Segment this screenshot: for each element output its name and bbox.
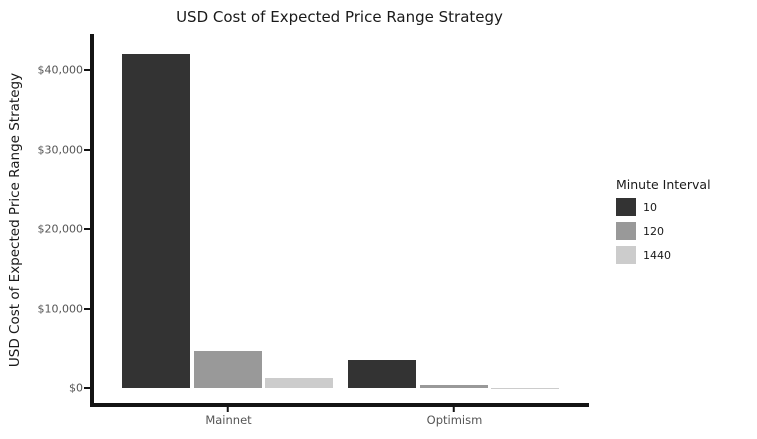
legend-swatch-icon (616, 246, 636, 264)
bar-mainnet-120 (193, 350, 262, 388)
legend-title: Minute Interval (616, 177, 711, 192)
y-tick-label: $30,000 (37, 143, 84, 156)
legend-item-1440: 1440 (616, 246, 711, 264)
bar-mainnet-1440 (265, 378, 333, 388)
y-tick-mark (84, 69, 90, 71)
legend-item-120: 120 (616, 222, 711, 240)
y-tick-label: $40,000 (37, 63, 84, 77)
legend-item-label: 120 (643, 224, 664, 238)
bar-mainnet-10 (122, 54, 190, 388)
bar-optimism-120 (419, 384, 488, 388)
y-tick-mark (84, 307, 90, 310)
x-axis-spine (90, 403, 589, 407)
chart-title: USD Cost of Expected Price Range Strateg… (176, 8, 503, 26)
x-tick-label-optimism: Optimism (426, 413, 483, 427)
y-tick-mark (84, 228, 90, 230)
x-tick-mark (452, 407, 455, 412)
legend-item-10: 10 (616, 198, 711, 216)
x-tick-mark (226, 407, 229, 412)
legend-item-label: 10 (643, 200, 657, 214)
x-tick-label-mainnet: Mainnet (205, 413, 252, 427)
y-tick-mark (84, 148, 90, 151)
legend-item-label: 1440 (643, 248, 671, 262)
legend-items: 10 120 1440 (616, 198, 711, 264)
legend: Minute Interval 10 120 1440 (616, 177, 711, 270)
y-tick-label: $10,000 (37, 302, 84, 315)
y-tick-mark (84, 387, 90, 389)
bar-optimism-10 (348, 360, 416, 388)
y-axis-label: USD Cost of Expected Price Range Strateg… (7, 72, 23, 368)
y-tick-label: $0 (69, 381, 83, 395)
y-axis-spine (90, 34, 94, 407)
y-tick-label: $20,000 (37, 222, 84, 236)
legend-swatch-icon (616, 198, 636, 216)
legend-swatch-icon (616, 222, 636, 240)
